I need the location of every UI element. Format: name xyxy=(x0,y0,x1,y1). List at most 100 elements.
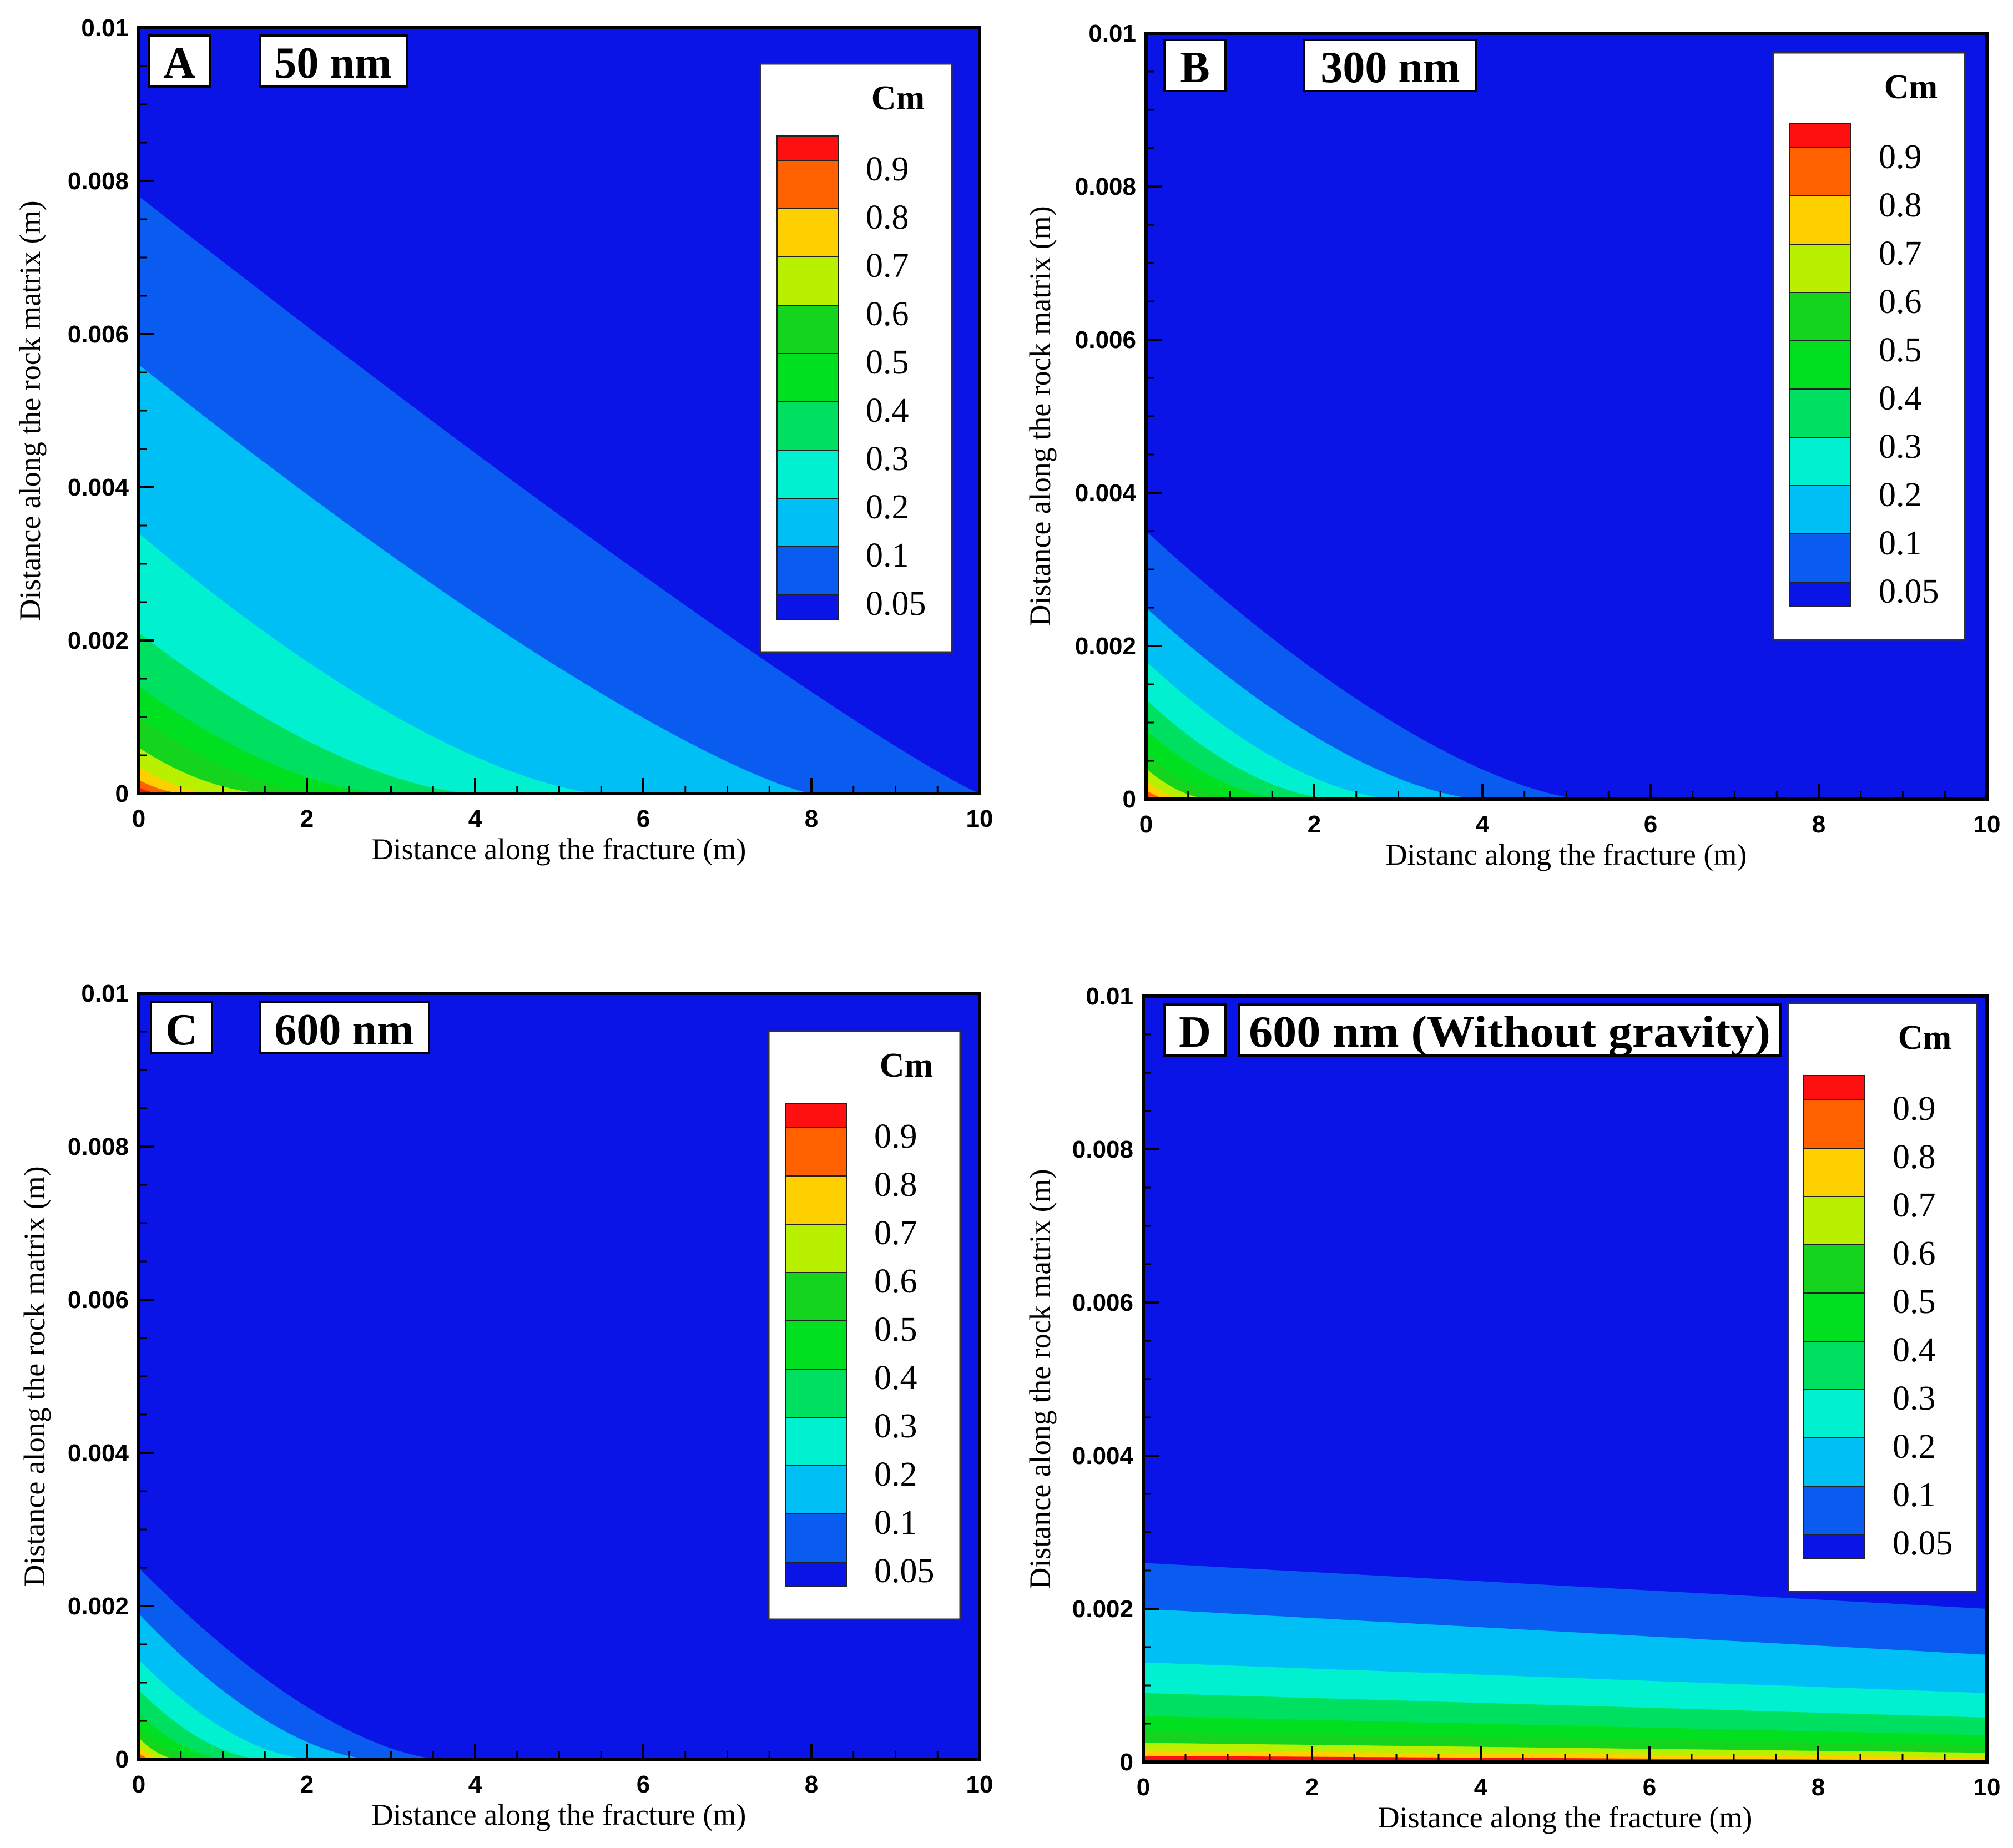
x-tick-label: 8 xyxy=(805,1771,818,1798)
y-tick-label: 0.004 xyxy=(68,1440,129,1467)
y-axis-label: Distance along the rock matrix (m) xyxy=(1023,206,1057,626)
y-tick-label: 0.008 xyxy=(1072,1136,1133,1163)
panel-label-box xyxy=(150,1001,213,1054)
contour-band-0-6 xyxy=(139,748,274,794)
y-tick-label: 0.006 xyxy=(68,321,129,348)
legend-swatch xyxy=(1789,340,1851,390)
legend-swatch xyxy=(1803,1196,1865,1245)
panel-label: C xyxy=(165,1006,198,1054)
y-tick-label: 0 xyxy=(115,780,129,807)
legend-swatch xyxy=(1803,1099,1865,1149)
panel-title-box xyxy=(259,1001,430,1054)
legend-label: 0.05 xyxy=(1893,1524,1953,1562)
panel-c: 0 2 4 6 8 10 0 0.002 0.004 0.006 0.008 0… xyxy=(18,980,993,1831)
legend-label: 0.2 xyxy=(874,1456,917,1493)
legend-label: 0.3 xyxy=(874,1407,917,1445)
legend-swatch xyxy=(785,1465,847,1514)
legend-label: 0.9 xyxy=(1893,1090,1936,1128)
x-tick-label: 10 xyxy=(966,1771,993,1798)
legend-swatch xyxy=(1789,485,1851,534)
legend-label: 0.05 xyxy=(874,1552,935,1590)
y-tick-label: 0.002 xyxy=(1075,633,1136,660)
legend-label: 0.4 xyxy=(1879,380,1922,417)
y-tick-label: 0.004 xyxy=(68,474,129,501)
legend-label: 0.4 xyxy=(866,392,909,430)
ticks-c xyxy=(138,992,981,1760)
x-axis-label: Distanc along the fracture (m) xyxy=(1386,838,1747,871)
legend-swatch xyxy=(776,208,839,257)
legend-swatch xyxy=(1803,1244,1865,1294)
colorbar-legend: Cm 0.9 0.8 0.7 0.6 0.5 0.4 0.3 0.2 0.1 0… xyxy=(759,63,953,653)
legend-label: 0.8 xyxy=(1879,186,1922,224)
x-tick-label: 2 xyxy=(300,805,314,832)
x-tick-label: 8 xyxy=(805,805,818,832)
x-axis-label: Distance along the fracture (m) xyxy=(1378,1801,1753,1834)
legend-label: 0.5 xyxy=(866,344,909,381)
panel-label: B xyxy=(1180,43,1209,92)
x-tick-label: 2 xyxy=(1308,811,1321,838)
legend-label: 0.8 xyxy=(1893,1138,1936,1176)
legend-label: 0.1 xyxy=(874,1504,917,1542)
panel-title: 50 nm xyxy=(274,39,391,88)
x-tick-label: 6 xyxy=(637,1771,650,1798)
y-tick-label: 0.01 xyxy=(1086,983,1133,1010)
y-tick-label: 0.006 xyxy=(68,1286,129,1314)
y-tick-label: 0 xyxy=(115,1746,129,1773)
legend-title: Cm xyxy=(1898,1019,1951,1057)
x-tick-label: 4 xyxy=(1476,811,1490,838)
legend-label: 0.1 xyxy=(1879,524,1922,562)
y-tick-label: 0.006 xyxy=(1075,326,1136,354)
legend-label: 0.05 xyxy=(866,585,926,623)
legend-label: 0.5 xyxy=(1879,331,1922,369)
ticks-a xyxy=(138,27,981,795)
x-tick-label: 2 xyxy=(300,1771,314,1798)
legend-label: 0.9 xyxy=(866,150,909,188)
legend-label: 0.5 xyxy=(874,1311,917,1349)
panel-b: 0 2 4 6 8 10 0 0.002 0.004 0.006 0.008 0… xyxy=(1023,20,2000,871)
legend-title: Cm xyxy=(871,79,925,117)
legend-swatch xyxy=(1803,1292,1865,1342)
legend-label: 0.8 xyxy=(866,199,909,236)
legend-swatch xyxy=(776,594,839,620)
panel-a: 0 2 4 6 8 10 0 0.002 0.004 0.006 0.008 0… xyxy=(13,14,993,866)
legend-label: 0.7 xyxy=(1879,235,1922,272)
legend-swatch xyxy=(1803,1075,1865,1100)
legend-label: 0.7 xyxy=(866,247,909,285)
legend-swatch xyxy=(785,1103,847,1128)
legend-swatch xyxy=(1803,1389,1865,1438)
legend-label: 0.4 xyxy=(874,1359,917,1397)
panel-title-box xyxy=(1303,39,1477,92)
y-tick-label: 0 xyxy=(1123,786,1136,813)
legend-swatch xyxy=(785,1175,847,1225)
y-tick-label: 0.002 xyxy=(68,627,129,654)
panel-title: 300 nm xyxy=(1320,43,1460,92)
y-tick-label: 0.008 xyxy=(1075,173,1136,200)
y-tick-label: 0.01 xyxy=(1088,20,1136,47)
legend-swatch xyxy=(1789,292,1851,341)
legend-swatch xyxy=(785,1369,847,1418)
panel-d: 0 2 4 6 8 10 0 0.002 0.004 0.006 0.008 0… xyxy=(1023,983,2000,1834)
x-tick-label: 0 xyxy=(1139,811,1153,838)
panel-title: 600 nm xyxy=(274,1006,413,1054)
legend-label: 0.6 xyxy=(1879,283,1922,321)
panel-label-box xyxy=(1163,1003,1227,1057)
x-tick-label: 2 xyxy=(1305,1774,1319,1801)
ticks-b xyxy=(1145,32,1988,800)
x-tick-label: 10 xyxy=(1974,811,2001,838)
y-tick-label: 0.006 xyxy=(1072,1289,1133,1316)
y-tick-label: 0.01 xyxy=(81,980,129,1007)
x-tick-label: 8 xyxy=(1812,1774,1825,1801)
panel-label-box xyxy=(148,34,211,88)
y-tick-label: 0.004 xyxy=(1075,479,1137,507)
legend-label: 0.8 xyxy=(874,1166,917,1204)
legend-swatch xyxy=(776,305,839,354)
legend-title: Cm xyxy=(1884,68,1938,106)
legend-swatches xyxy=(1789,123,1851,607)
contour-band-0-7 xyxy=(139,1746,164,1759)
legend-swatch xyxy=(776,353,839,402)
legend-swatch xyxy=(1789,147,1851,196)
legend-swatch xyxy=(785,1513,847,1563)
y-axis-label: Distance along the rock matrix (m) xyxy=(18,1166,51,1586)
legend-swatch xyxy=(776,546,839,595)
